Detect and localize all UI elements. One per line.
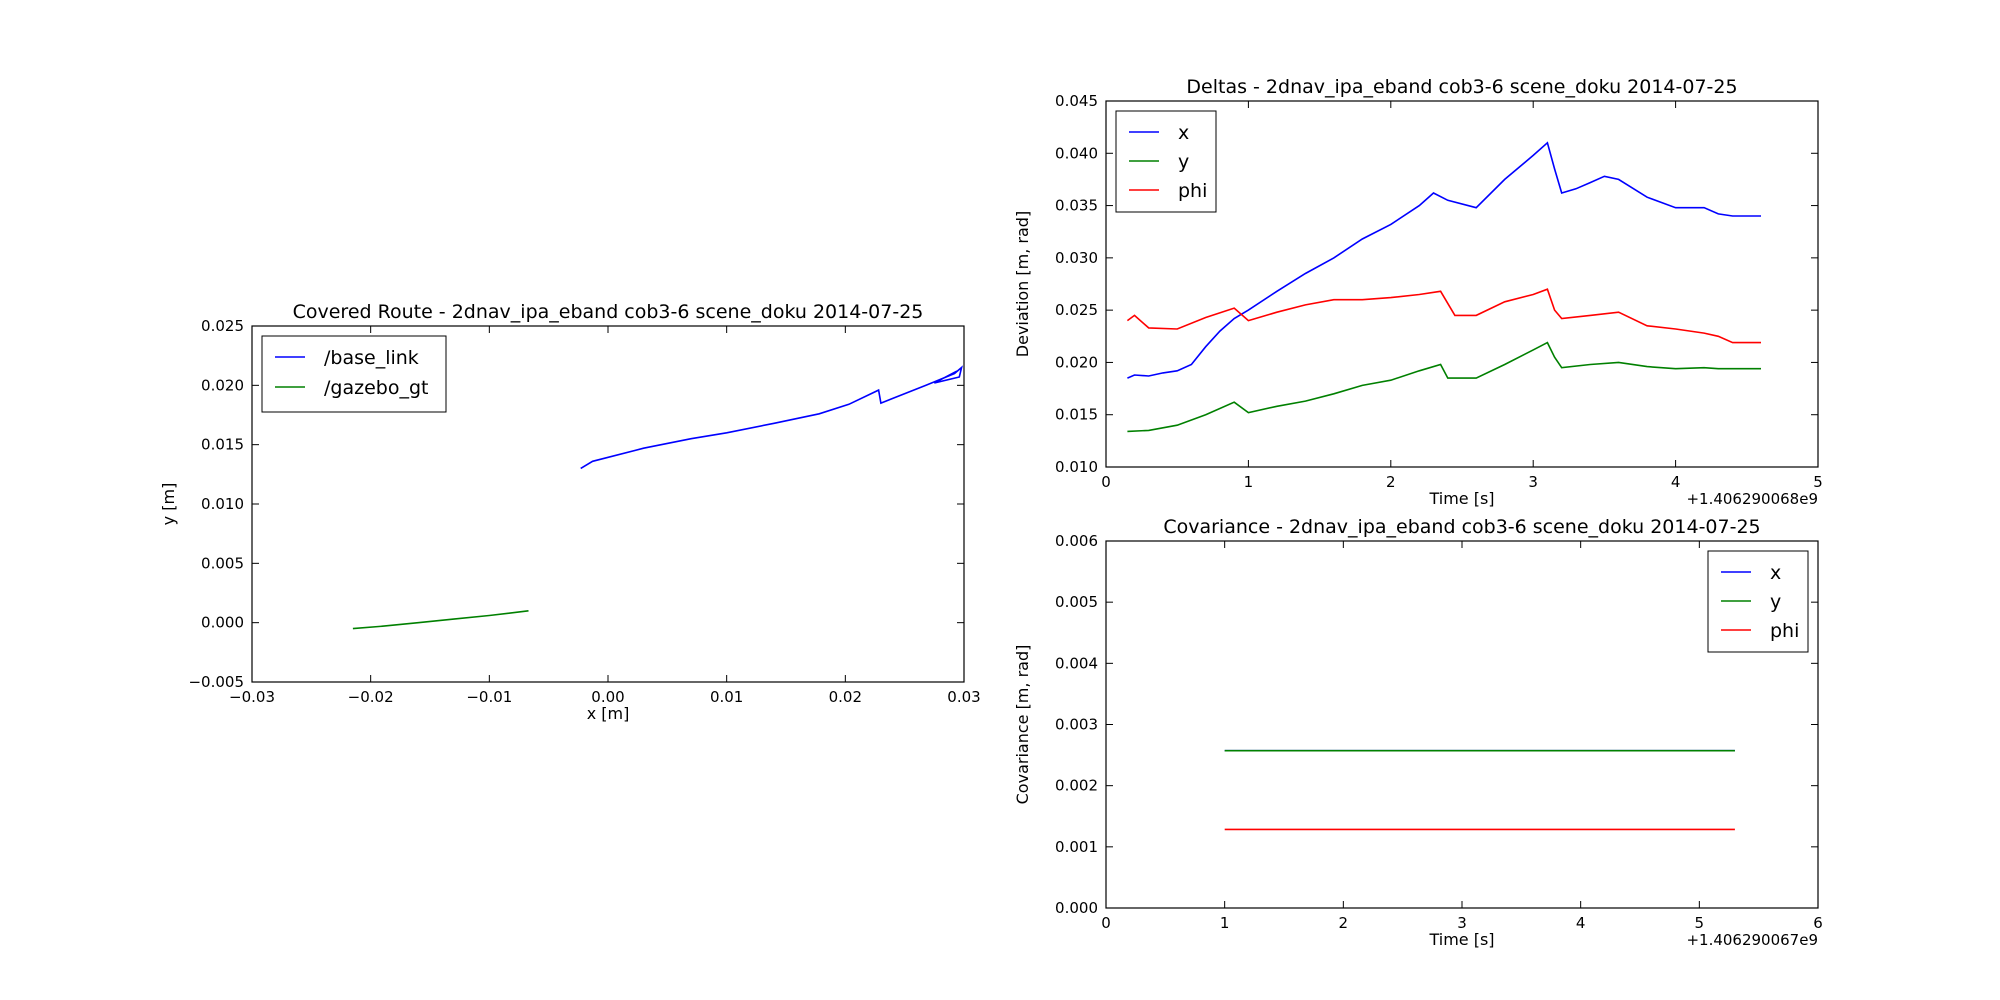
legend-label: x [1178,122,1189,144]
y-tick-label: 0.015 [1055,406,1098,424]
x-tick-label: 3 [1457,914,1467,932]
legend-label: x [1770,562,1781,584]
y-tick-label: 0.000 [1055,899,1098,917]
y-tick-label: 0.030 [1055,249,1098,267]
y-axis-label: Deviation [m, rad] [1013,211,1032,357]
y-tick-label: 0.035 [1055,197,1098,215]
legend-label: phi [1770,620,1799,642]
chart-title: Covariance - 2dnav_ipa_eband cob3-6 scen… [1163,516,1760,538]
x-tick-label: 0.00 [591,688,624,706]
y-tick-label: 0.015 [201,436,244,454]
x-tick-label: 2 [1386,473,1396,491]
y-tick-label: 0.040 [1055,144,1098,162]
y-tick-label: 0.002 [1055,777,1098,795]
y-tick-label: 0.045 [1055,92,1098,110]
deltas-chart: 0 1 2 3 4 5 0.010 0.015 0.020 0.025 0.030 0.035 0.04… [1013,76,1823,508]
chart-title: Deltas - 2dnav_ipa_eband cob3-6 scene_do… [1186,76,1737,98]
y-tick-label: 0.010 [1055,458,1098,476]
legend: xy phi [1115,110,1217,213]
plot-area-frame [1105,540,1819,909]
series-line-gazebo-gt [352,610,529,630]
legend-label: y [1178,151,1189,173]
y-tick-label: 0.020 [201,376,244,394]
legend-label: /base_link [324,347,419,369]
x-tick-label: 0.03 [947,688,980,706]
x-tick-label: 1 [1244,473,1254,491]
y-tick-label: 0.003 [1055,716,1098,734]
x-tick-label: −0.01 [466,688,512,706]
x-tick-label: 3 [1528,473,1538,491]
y-tick-label: 0.020 [1055,353,1098,371]
y-axis-label: y [m] [159,483,178,526]
x-tick-label: 2 [1339,914,1349,932]
y-tick-label: −0.005 [188,673,244,691]
legend: /base_link/gazebo_gt [261,335,447,413]
legend-box [261,335,447,413]
series-line-x [1127,141,1761,379]
y-tick-label: 0.010 [201,495,244,513]
legend: xy phi [1707,550,1809,653]
legend-label: y [1770,591,1781,613]
y-tick-label: 0.005 [201,554,244,572]
y-tick-label: 0.001 [1055,838,1098,856]
x-tick-label: 4 [1671,473,1681,491]
y-tick-label: 0.025 [1055,301,1098,319]
y-axis-label: Covariance [m, rad] [1013,645,1032,805]
chart-title: Covered Route - 2dnav_ipa_eband cob3-6 s… [293,301,924,323]
legend-label: /gazebo_gt [324,377,428,399]
series-line-phi [1126,288,1761,344]
covariance-chart: 0 1 2 3 4 5 6 0.000 0.001 0.002 0.003 0.004 0.005 0.0… [1013,516,1823,949]
series-line-y [1127,341,1761,433]
covered-route-chart: −0.03 −0.02 −0.01 0.00 0.01 0.02 0.03 −0.005 0.0… [159,301,981,723]
x-tick-label: −0.02 [348,688,394,706]
y-tick-label: 0.005 [1055,593,1098,611]
x-axis-label: Time [s] [1428,930,1494,949]
x-axis-label: Time [s] [1428,489,1494,508]
y-tick-label: 0.025 [201,317,244,335]
x-tick-label: 0.02 [829,688,862,706]
x-offset-label: +1.406290067e9 [1686,931,1818,949]
x-tick-label: 0 [1101,914,1111,932]
x-tick-label: 0.01 [710,688,743,706]
y-tick-label: 0.000 [201,614,244,632]
x-tick-label: 1 [1220,914,1230,932]
x-tick-label: 6 [1813,914,1823,932]
y-tick-label: 0.004 [1055,654,1098,672]
x-tick-label: 0 [1101,473,1111,491]
x-offset-label: +1.406290068e9 [1686,490,1818,508]
legend-label: phi [1178,180,1207,202]
x-tick-label: −0.03 [229,688,275,706]
series-line-base-link [580,365,963,470]
x-tick-label: 4 [1576,914,1586,932]
y-tick-label: 0.006 [1055,532,1098,550]
x-tick-label: 5 [1695,914,1705,932]
x-axis-label: x [m] [587,704,630,723]
x-tick-label: 5 [1813,473,1823,491]
